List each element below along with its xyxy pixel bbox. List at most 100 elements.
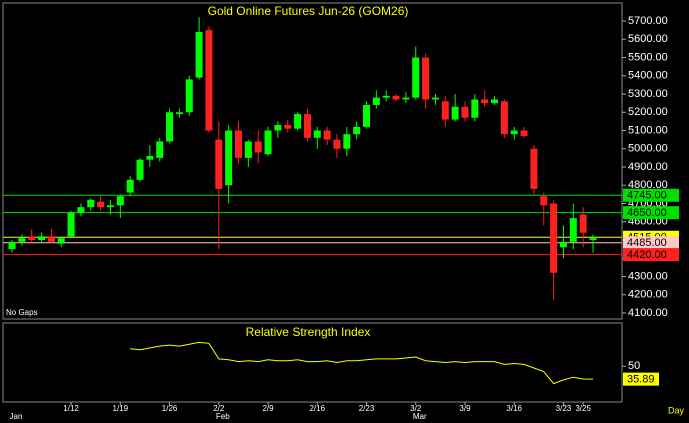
candle-body [274,125,282,131]
y-tick-label: 5100.00 [628,124,668,136]
y-tick-label: 5600.00 [628,33,668,45]
candle-body [559,241,567,248]
x-tick-label: 3/2 [410,404,422,413]
candle-body [136,159,144,180]
level-label: 4485.00 [627,237,667,249]
rsi-value-box [623,372,659,386]
candle-body [244,141,252,158]
y-tick-label: 4100.00 [628,307,668,319]
candle-body [185,79,193,113]
level-label: 4745.00 [627,190,667,202]
x-tick-label: 1/26 [162,404,178,413]
month-label: Feb [216,412,230,421]
y-tick-label: 5300.00 [628,88,668,100]
candle-body [146,156,154,160]
candle-body [294,114,302,129]
candle-body [323,130,331,140]
rsi-tick-label: 50 [628,360,640,372]
candle-body [550,203,558,273]
candle-body [87,199,95,208]
y-tick-label: 4300.00 [628,270,668,282]
x-tick-label: 3/16 [506,404,522,413]
level-label: 4650.00 [627,207,667,219]
x-tick-label: 2/23 [359,404,375,413]
month-label: Jan [10,412,23,421]
candle-body [175,112,183,115]
candle-body [372,97,380,105]
candle-body [225,130,233,186]
y-tick-label: 4900.00 [628,161,668,173]
candle-body [363,104,371,127]
rsi-value-label: 35.89 [627,374,655,386]
candle-body [412,57,420,98]
x-tick-label: 1/12 [63,404,79,413]
candle-body [38,236,46,240]
y-tick-label: 5500.00 [628,51,668,63]
candle-body [491,99,499,104]
candle-body [215,139,223,189]
x-tick-label: 2/16 [309,404,325,413]
candle-body [333,139,341,149]
chart-title: Gold Online Futures Jun-26 (GOM26) [208,4,409,18]
month-label: Mar [413,412,427,421]
candle-body [313,130,321,138]
x-tick-label: 2/9 [262,404,274,413]
level-label: 4420.00 [627,249,667,261]
candle-body [8,241,16,250]
candle-body [116,196,124,206]
candle-body [520,130,528,136]
candle-body [589,238,597,240]
candle-body [166,112,174,142]
candle-body [303,114,311,138]
candle-body [530,148,538,189]
x-tick-label: 3/25 [575,404,591,413]
x-unit: Day [668,405,685,415]
candle-body [471,99,479,118]
candle-body [57,238,65,244]
candle-body [77,207,85,213]
y-tick-label: 5400.00 [628,70,668,82]
y-tick-label: 5000.00 [628,143,668,155]
candle-body [481,99,489,104]
candle-body [343,134,351,149]
candle-body [451,106,459,120]
candle-body [106,205,114,208]
candle-body [284,125,292,129]
candle-body [234,130,242,158]
candle-body [264,130,272,155]
candle-body [353,126,361,135]
price-panel [2,2,623,320]
level-box [623,206,679,220]
candle-body [402,97,410,100]
candle-body [382,95,390,98]
candle-body [67,212,75,237]
candle-body [47,236,55,242]
candle-body [18,238,26,242]
note: No Gaps [6,308,38,317]
candle-body [500,101,508,135]
candle-body [126,179,134,193]
rsi-title: Relative Strength Index [246,325,371,339]
y-tick-label: 5200.00 [628,106,668,118]
y-tick-label: 5700.00 [628,15,668,27]
rsi-panel [2,322,623,403]
x-tick-label: 3/23 [556,404,572,413]
candle-body [540,196,548,206]
candle-body [569,218,577,242]
candle-body [28,236,36,240]
candle-body [254,141,262,153]
y-tick-label: 4800.00 [628,179,668,191]
candle-body [510,130,518,135]
level-box [623,248,679,262]
candle-body [392,95,400,100]
x-tick-label: 1/19 [113,404,129,413]
candle-body [431,97,439,100]
candle-body [461,106,469,118]
level-box [623,236,679,250]
candle-body [579,214,587,233]
candle-body [205,30,213,131]
candle-body [156,141,164,158]
y-tick-label: 4200.00 [628,289,668,301]
